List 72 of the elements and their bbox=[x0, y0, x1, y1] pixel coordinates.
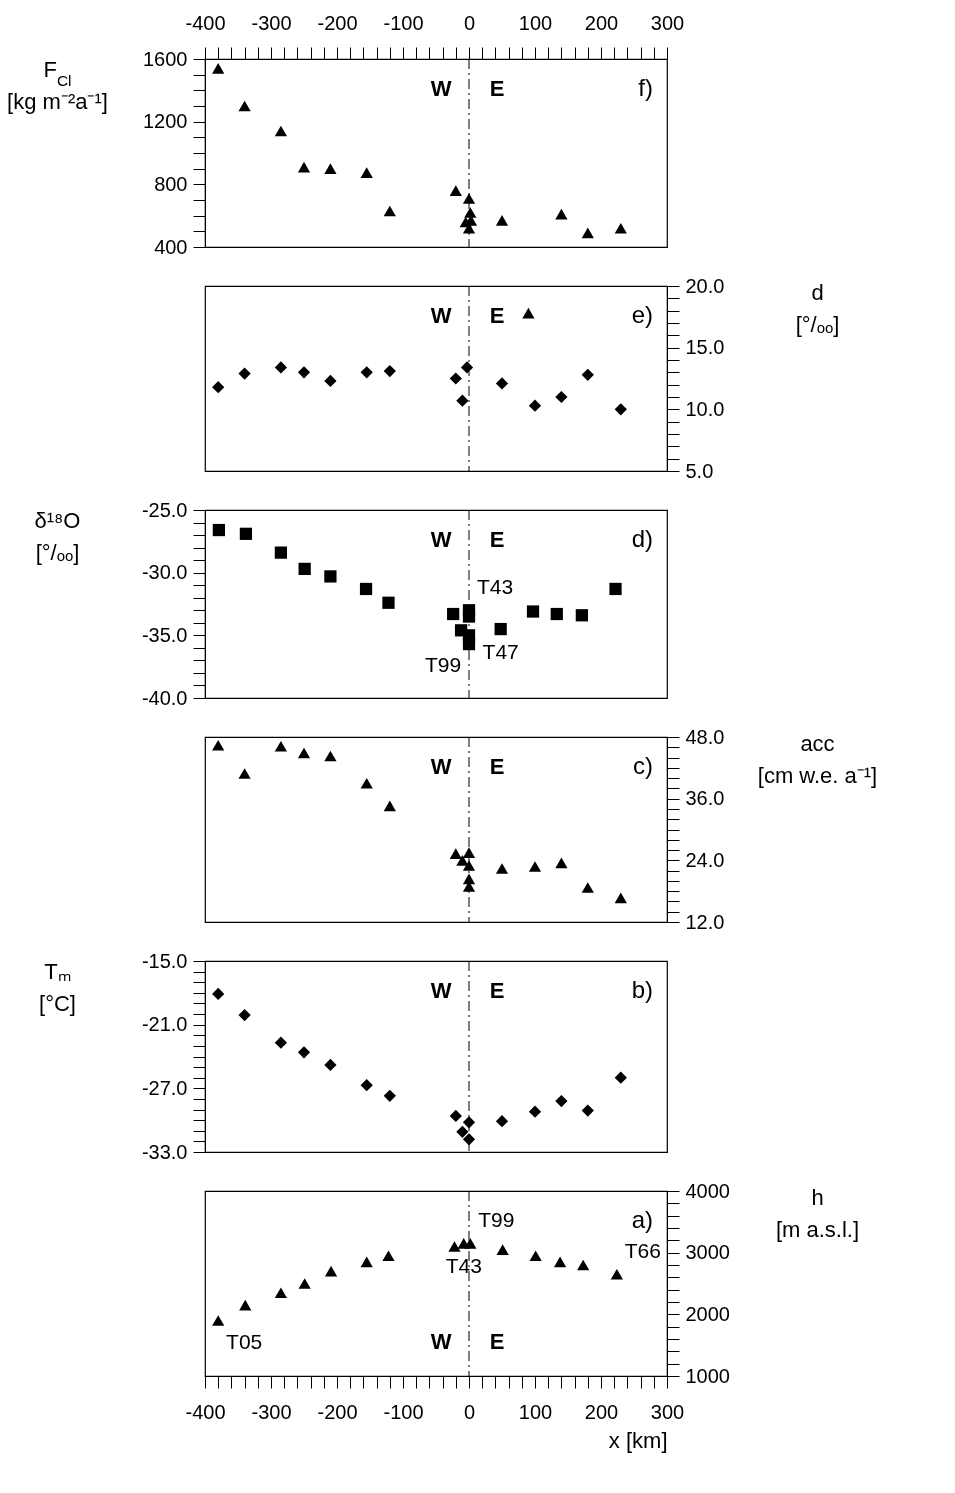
annotation: E bbox=[489, 754, 505, 779]
y-tick-label: -15.0 bbox=[141, 949, 188, 972]
annotation: W bbox=[430, 76, 452, 101]
y-tick-label: 400 bbox=[154, 235, 188, 258]
annotation: T05 bbox=[226, 1329, 263, 1353]
x-tick-label: 200 bbox=[584, 11, 619, 34]
annotation: E bbox=[489, 527, 505, 552]
annotation: f) bbox=[638, 74, 653, 101]
y-tick-label: 12.0 bbox=[685, 910, 725, 933]
y-tick-label: 24.0 bbox=[685, 848, 725, 871]
annotation: T47 bbox=[482, 640, 519, 664]
y-tick-label: -27.0 bbox=[141, 1076, 188, 1099]
y-tick-label: 1600 bbox=[143, 47, 188, 70]
x-tick-label: -100 bbox=[383, 11, 424, 34]
x-tick-label: 200 bbox=[584, 1400, 619, 1423]
annotation: E bbox=[489, 303, 505, 328]
annotation: W bbox=[430, 754, 452, 779]
x-tick-label: -400 bbox=[185, 11, 226, 34]
x-tick-label: 100 bbox=[518, 1400, 553, 1423]
y-tick-label: 2000 bbox=[685, 1302, 730, 1325]
x-tick-label: 0 bbox=[463, 11, 476, 34]
x-tick-label: 100 bbox=[518, 11, 553, 34]
y-axis-title: F$_{Cl}$ [kg m⁻²a⁻¹] bbox=[7, 56, 108, 114]
annotation: d) bbox=[631, 525, 653, 552]
x-tick-label: 300 bbox=[650, 1400, 685, 1423]
annotation: a) bbox=[631, 1206, 653, 1233]
y-tick-label: -25.0 bbox=[141, 498, 188, 521]
y-tick-label: 15.0 bbox=[685, 336, 725, 359]
x-tick-label: 0 bbox=[463, 1400, 476, 1423]
y-tick-label: 5.0 bbox=[685, 459, 714, 482]
y-tick-label: -40.0 bbox=[141, 686, 188, 709]
y-axis-title: h [m a.s.l.] bbox=[775, 1184, 860, 1242]
y-tick-label: 1000 bbox=[685, 1364, 730, 1387]
annotation: W bbox=[430, 1329, 452, 1354]
annotation: T43 bbox=[445, 1254, 482, 1278]
y-tick-label: 4000 bbox=[685, 1179, 730, 1202]
y-axis-title: d [°/ₒₒ] bbox=[795, 279, 840, 337]
y-tick-label: 3000 bbox=[685, 1241, 730, 1264]
y-tick-label: -30.0 bbox=[141, 561, 188, 584]
y-tick-label: 36.0 bbox=[685, 787, 725, 810]
annotation: E bbox=[489, 978, 505, 1003]
annotation: E bbox=[489, 76, 505, 101]
annotation: T43 bbox=[476, 575, 514, 599]
y-tick-label: 10.0 bbox=[685, 397, 725, 420]
annotation: T99 bbox=[478, 1208, 515, 1232]
y-axis-title: acc [cm w.e. a⁻¹] bbox=[757, 730, 878, 788]
x-tick-label: -200 bbox=[317, 1400, 358, 1423]
annotation: T99 bbox=[424, 653, 462, 677]
y-tick-label: -35.0 bbox=[141, 623, 188, 646]
x-axis-title: x [km] bbox=[608, 1427, 668, 1453]
y-axis-title: Tₘ [°C] bbox=[39, 958, 76, 1016]
annotation: c) bbox=[633, 752, 653, 779]
y-tick-label: -33.0 bbox=[141, 1140, 188, 1163]
annotation: W bbox=[430, 527, 452, 552]
y-tick-label: 48.0 bbox=[685, 725, 725, 748]
x-tick-label: -300 bbox=[251, 1400, 292, 1423]
y-tick-label: 800 bbox=[154, 172, 188, 195]
x-tick-label: -200 bbox=[317, 11, 358, 34]
x-tick-label: -300 bbox=[251, 11, 292, 34]
annotation: W bbox=[430, 978, 452, 1003]
x-tick-label: 300 bbox=[650, 11, 685, 34]
y-tick-label: 1200 bbox=[143, 110, 188, 133]
y-tick-label: 20.0 bbox=[685, 274, 725, 297]
x-tick-label: -100 bbox=[383, 1400, 424, 1423]
annotation: T66 bbox=[624, 1239, 661, 1263]
y-axis-title: δ¹⁸O [°/ₒₒ] bbox=[34, 507, 81, 565]
annotation: W bbox=[430, 303, 452, 328]
annotation: b) bbox=[631, 976, 653, 1003]
annotation: E bbox=[489, 1329, 505, 1354]
y-tick-label: -21.0 bbox=[141, 1013, 188, 1036]
annotation: e) bbox=[631, 301, 653, 328]
x-tick-label: -400 bbox=[185, 1400, 226, 1423]
